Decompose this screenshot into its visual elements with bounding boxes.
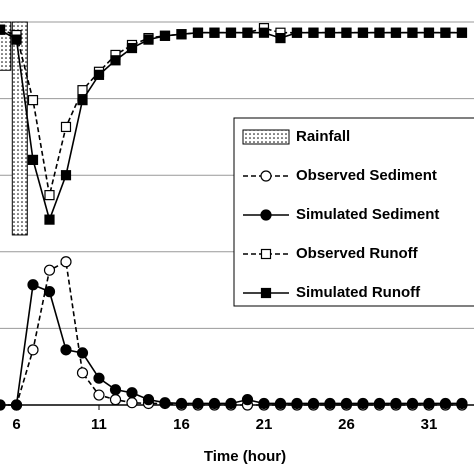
marker	[77, 95, 88, 106]
marker	[209, 27, 220, 38]
marker	[456, 27, 468, 38]
marker	[275, 32, 286, 44]
marker	[0, 399, 6, 411]
marker	[390, 397, 402, 410]
marker	[110, 55, 121, 66]
marker	[76, 367, 89, 379]
marker	[11, 34, 22, 45]
x-tick-label: 11	[91, 416, 107, 433]
marker	[440, 27, 451, 38]
marker	[60, 344, 72, 356]
x-tick-label: 21	[256, 416, 273, 433]
marker	[60, 170, 72, 181]
rainfall-bar	[0, 21, 12, 71]
marker	[43, 264, 56, 276]
marker	[192, 27, 204, 38]
marker	[27, 95, 39, 106]
x-axis-title: Time (hour)	[204, 448, 286, 465]
marker	[308, 27, 319, 38]
marker	[10, 399, 23, 411]
legend-label: Rainfall	[296, 128, 350, 145]
marker	[76, 347, 89, 359]
marker	[423, 27, 435, 38]
marker	[258, 397, 270, 410]
x-tick-label: 26	[338, 416, 355, 433]
marker	[241, 394, 254, 406]
marker	[274, 397, 287, 410]
marker	[406, 397, 419, 410]
legend-swatch	[242, 129, 290, 145]
marker	[456, 397, 468, 410]
legend-label: Simulated Runoff	[296, 284, 421, 301]
legend: Rainfall Observed Sediment Simulated Sedim…	[233, 117, 474, 307]
marker	[407, 27, 418, 38]
marker	[27, 344, 39, 356]
marker	[324, 397, 336, 410]
legend-box	[233, 117, 474, 307]
marker	[341, 27, 352, 38]
marker	[373, 397, 386, 410]
marker	[126, 387, 138, 399]
legend-label: Observed Sediment	[296, 167, 437, 184]
marker	[225, 27, 237, 38]
marker	[44, 214, 55, 225]
marker	[260, 209, 272, 221]
marker	[175, 397, 188, 410]
marker	[60, 121, 72, 133]
marker	[242, 27, 253, 38]
marker	[142, 394, 155, 406]
marker	[126, 397, 138, 409]
marker	[192, 397, 204, 410]
marker	[260, 248, 272, 260]
marker	[60, 256, 72, 268]
marker	[357, 27, 369, 38]
marker	[324, 27, 336, 38]
marker	[126, 42, 138, 54]
marker	[390, 27, 402, 38]
rainfall-bar	[11, 21, 28, 236]
marker	[109, 384, 122, 396]
marker	[176, 29, 187, 40]
legend-label: Simulated Sediment	[296, 206, 439, 223]
marker	[77, 85, 88, 96]
marker	[109, 394, 122, 406]
legend-label: Observed Runoff	[296, 245, 419, 262]
marker	[43, 286, 56, 298]
marker	[291, 27, 303, 38]
marker	[439, 397, 452, 410]
marker	[93, 372, 105, 384]
x-tick-label: 16	[173, 416, 190, 433]
marker	[307, 397, 320, 410]
marker	[423, 397, 435, 410]
marker	[159, 30, 171, 41]
marker	[208, 397, 221, 410]
marker	[27, 279, 39, 291]
marker	[225, 397, 237, 410]
marker	[159, 397, 171, 409]
marker	[258, 27, 270, 38]
marker	[357, 397, 369, 410]
marker	[44, 190, 55, 201]
marker	[0, 24, 6, 35]
marker	[260, 287, 272, 299]
marker	[27, 154, 39, 165]
marker	[340, 397, 353, 410]
x-tick-label: 31	[421, 416, 438, 433]
x-tick-label: 6	[12, 416, 20, 433]
marker	[143, 34, 154, 45]
marker	[93, 69, 105, 80]
marker	[374, 27, 385, 38]
marker	[260, 170, 272, 182]
marker	[291, 397, 303, 410]
marker	[93, 389, 105, 401]
